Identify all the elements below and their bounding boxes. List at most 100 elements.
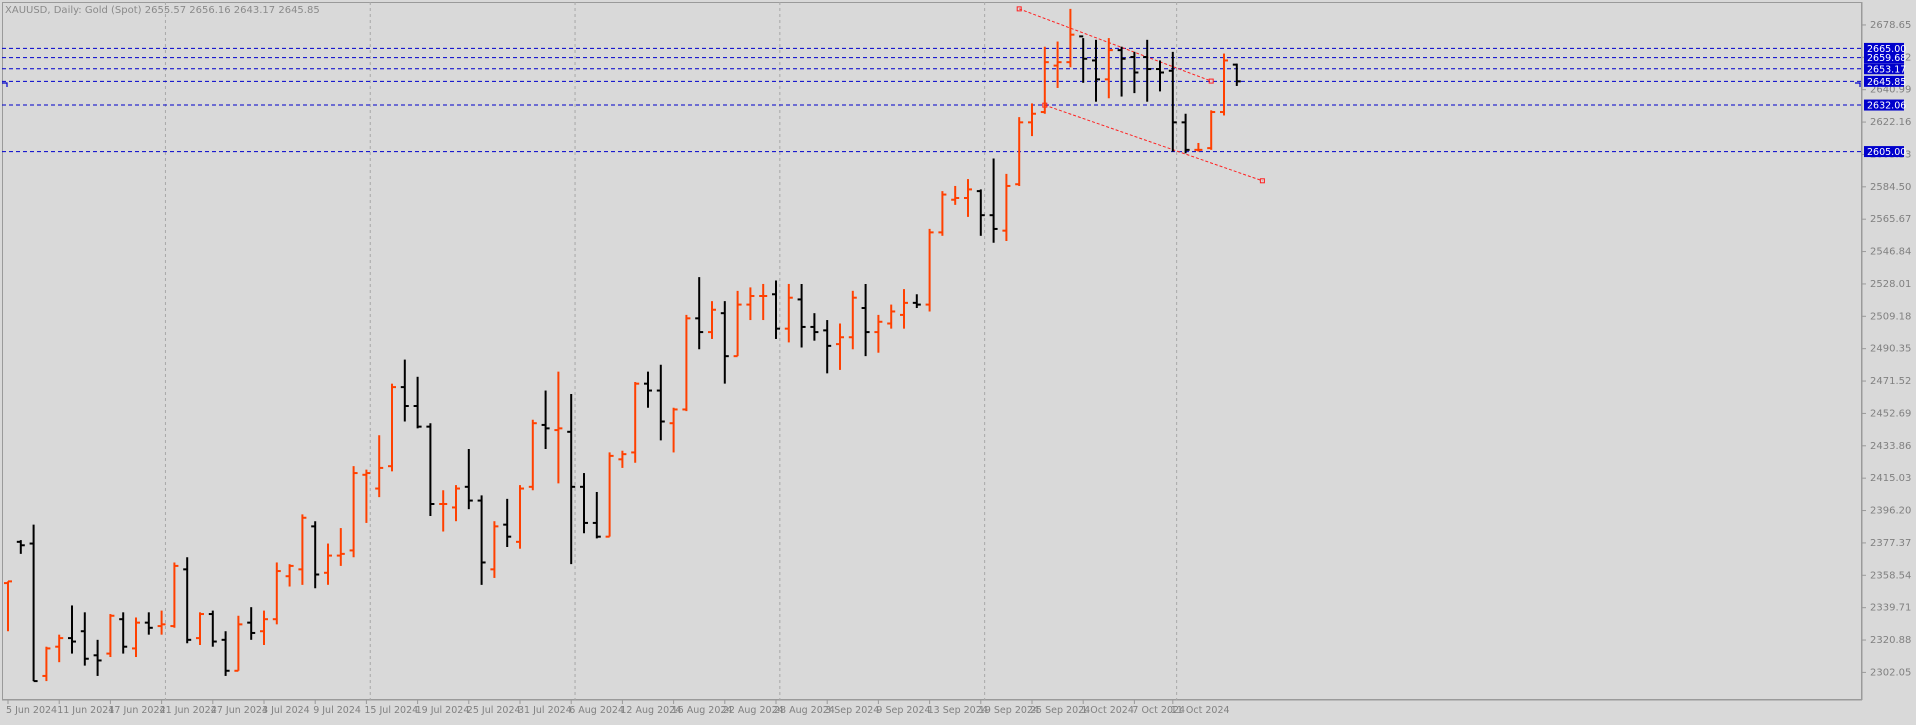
ohlc-bar: [42, 646, 51, 682]
ohlc-bar: [183, 557, 192, 644]
y-tick-label: 2678.65: [1870, 20, 1911, 31]
plot-area-frame: [2, 2, 1862, 700]
ohlc-bar: [490, 521, 499, 578]
ohlc-bar: [669, 407, 678, 453]
y-tick-label: 2452.69: [1870, 408, 1911, 419]
ohlc-bar: [1092, 39, 1100, 102]
ohlc-bar: [221, 631, 230, 676]
ohlc-bar: [1220, 53, 1228, 116]
ohlc-bar: [1079, 35, 1088, 83]
ohlc-bar: [554, 371, 563, 484]
ohlc-bar: [720, 301, 729, 384]
ohlc-bar: [400, 359, 409, 422]
y-tick-label: 2415.03: [1870, 473, 1911, 484]
ohlc-bar: [989, 158, 998, 243]
x-tick-label: 9 Jul 2024: [313, 705, 361, 716]
price-label-box: [1864, 146, 1904, 158]
price-lines-layer[interactable]: [2, 47, 1862, 153]
ohlc-bar: [887, 304, 896, 329]
y-tick-label: 2302.05: [1870, 667, 1911, 678]
x-tick-label: 11 Oct 2024: [1171, 705, 1230, 716]
price-axis[interactable]: 2678.652659.822640.992622.162603.332584.…: [1862, 20, 1911, 678]
ohlc-bar: [797, 283, 806, 348]
ohlc-bar: [311, 521, 320, 589]
ohlc-bar: [144, 612, 153, 635]
ohlc-bar: [772, 280, 780, 339]
ohlc-bar: [618, 450, 627, 468]
price-label-box: [1864, 42, 1904, 54]
y-tick-label: 2509.18: [1870, 311, 1911, 322]
y-tick-label: 2528.01: [1870, 279, 1911, 290]
trend-anchor-handle[interactable]: [1259, 178, 1265, 184]
trend-line[interactable]: [1044, 104, 1263, 182]
ohlc-bar: [976, 189, 985, 236]
ohlc-bar: [349, 466, 358, 558]
ohlc-bar: [631, 381, 640, 463]
price-label-text: 2632.06: [1867, 101, 1906, 112]
x-tick-label: 6 Aug 2024: [569, 705, 624, 716]
price-label-text: 2605.00: [1867, 147, 1906, 158]
ohlc-bar: [68, 605, 76, 654]
ohlc-bar: [925, 228, 934, 312]
ohlc-bar: [464, 448, 473, 510]
ohlc-bar: [1181, 113, 1190, 154]
ohlc-bar: [682, 314, 691, 412]
y-tick-label: 2565.67: [1870, 214, 1911, 225]
ohlc-bar: [55, 634, 64, 663]
ohlc-bar: [1156, 60, 1164, 92]
ohlc-bar: [938, 191, 947, 236]
trend-anchor-handle[interactable]: [1016, 6, 1022, 12]
x-tick-label: 27 Jun 2024: [211, 705, 268, 716]
y-tick-label: 2433.86: [1870, 441, 1911, 452]
ohlc-bar: [375, 435, 384, 498]
trend-lines-layer[interactable]: [1016, 6, 1265, 184]
trend-line[interactable]: [1019, 8, 1212, 82]
x-tick-label: 1 Oct 2024: [1081, 705, 1134, 716]
ohlc-bar: [605, 452, 614, 538]
ohlc-bar: [93, 639, 102, 676]
ohlc-bar: [336, 528, 345, 566]
price-label-box: [1864, 99, 1904, 111]
ohlc-bar: [900, 289, 908, 329]
ohlc-bar: [1015, 117, 1024, 186]
ohlc-bar: [1040, 46, 1049, 114]
ohlc-bar: [439, 490, 448, 532]
ohlc-bar: [528, 419, 537, 491]
price-label-box: [1864, 75, 1904, 87]
ohlc-bar: [362, 469, 371, 523]
x-tick-label: 31 Jul 2024: [518, 705, 572, 716]
y-tick-label: 2490.35: [1870, 344, 1911, 355]
ohlc-bar: [1194, 142, 1203, 152]
x-tick-label: 25 Jul 2024: [467, 705, 521, 716]
ohlc-bar: [592, 491, 601, 539]
right-arrow-marker-icon: [1855, 82, 1861, 87]
x-tick-label: 15 Jul 2024: [364, 705, 418, 716]
ohlc-bar: [951, 185, 960, 205]
x-tick-label: 12 Aug 2024: [620, 705, 681, 716]
ohlc-bar: [157, 610, 166, 635]
ohlc-bar: [260, 610, 268, 645]
trend-anchor-handle[interactable]: [1208, 78, 1214, 84]
ohlc-bar: [16, 540, 25, 554]
ohlc-bar: [1104, 38, 1113, 99]
x-tick-label: 7 Oct 2024: [1132, 705, 1185, 716]
x-tick-label: 13 Sep 2024: [928, 705, 988, 716]
ohlc-bar: [567, 393, 576, 565]
x-tick-label: 5 Jun 2024: [6, 705, 57, 716]
ohlc-bar: [644, 371, 652, 408]
y-tick-label: 2377.37: [1870, 538, 1911, 549]
grid-layer: [164, 2, 1178, 700]
ohlc-bar: [388, 383, 396, 472]
ohlc-bar: [1143, 39, 1152, 102]
ohlc-bar: [80, 612, 89, 666]
y-tick-label: 2320.88: [1870, 635, 1911, 646]
x-tick-label: 11 Jun 2024: [57, 705, 114, 716]
chart-header-text: XAUUSD, Daily: Gold (Spot) 2655.57 2656.…: [5, 5, 320, 16]
ohlc-bar: [1168, 51, 1177, 152]
ohlc-bar: [823, 320, 832, 374]
ohlc-bar: [848, 290, 857, 350]
